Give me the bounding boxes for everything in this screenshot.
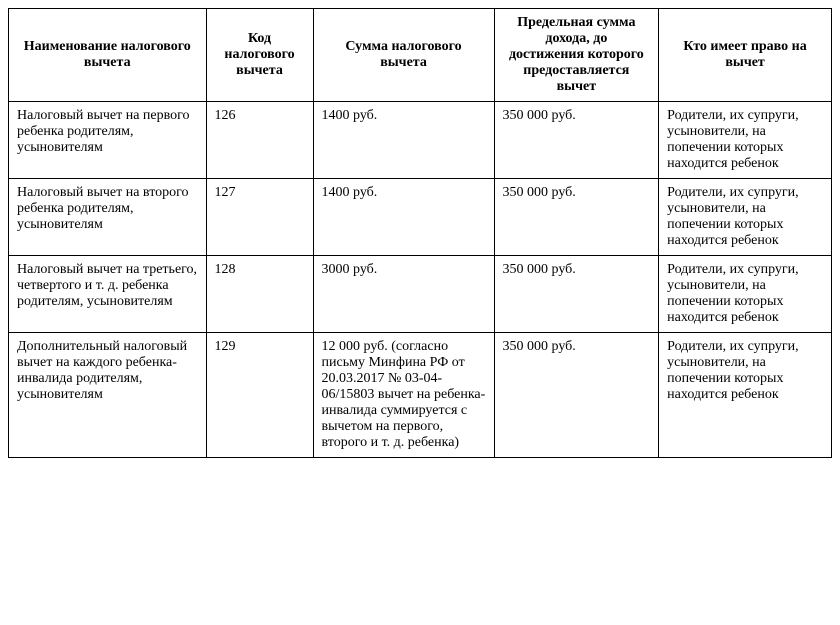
col-header-eligibility: Кто имеет право на вычет [659,9,832,102]
cell-limit: 350 000 руб. [494,333,659,458]
cell-limit: 350 000 руб. [494,256,659,333]
col-header-code: Код налогового вычета [206,9,313,102]
cell-eligibility: Родители, их супруги, усыновители, на по… [659,333,832,458]
table-row: Налоговый вычет на первого ребенка родит… [9,102,832,179]
table-row: Налоговый вычет на третьего, четвертого … [9,256,832,333]
col-header-limit: Предельная сумма дохода, до достижения к… [494,9,659,102]
table-header-row: Наименование налогового вычета Код налог… [9,9,832,102]
cell-limit: 350 000 руб. [494,179,659,256]
cell-code: 128 [206,256,313,333]
cell-eligibility: Родители, их супруги, усыновители, на по… [659,102,832,179]
cell-limit: 350 000 руб. [494,102,659,179]
table-row: Налоговый вычет на второго ребенка родит… [9,179,832,256]
cell-eligibility: Родители, их супруги, усыновители, на по… [659,179,832,256]
cell-amount: 1400 руб. [313,102,494,179]
cell-amount: 3000 руб. [313,256,494,333]
cell-code: 127 [206,179,313,256]
cell-amount: 12 000 руб. (согласно письму Минфина РФ … [313,333,494,458]
cell-code: 129 [206,333,313,458]
table-row: Дополнительный налоговый вычет на каждог… [9,333,832,458]
cell-name: Налоговый вычет на третьего, четвертого … [9,256,207,333]
col-header-name: Наименование налогового вычета [9,9,207,102]
cell-name: Дополнительный налоговый вычет на каждог… [9,333,207,458]
cell-name: Налоговый вычет на второго ребенка родит… [9,179,207,256]
cell-amount: 1400 руб. [313,179,494,256]
cell-eligibility: Родители, их супруги, усыновители, на по… [659,256,832,333]
cell-name: Налоговый вычет на первого ребенка родит… [9,102,207,179]
col-header-amount: Сумма налогового вычета [313,9,494,102]
tax-deduction-table: Наименование налогового вычета Код налог… [8,8,832,458]
cell-code: 126 [206,102,313,179]
